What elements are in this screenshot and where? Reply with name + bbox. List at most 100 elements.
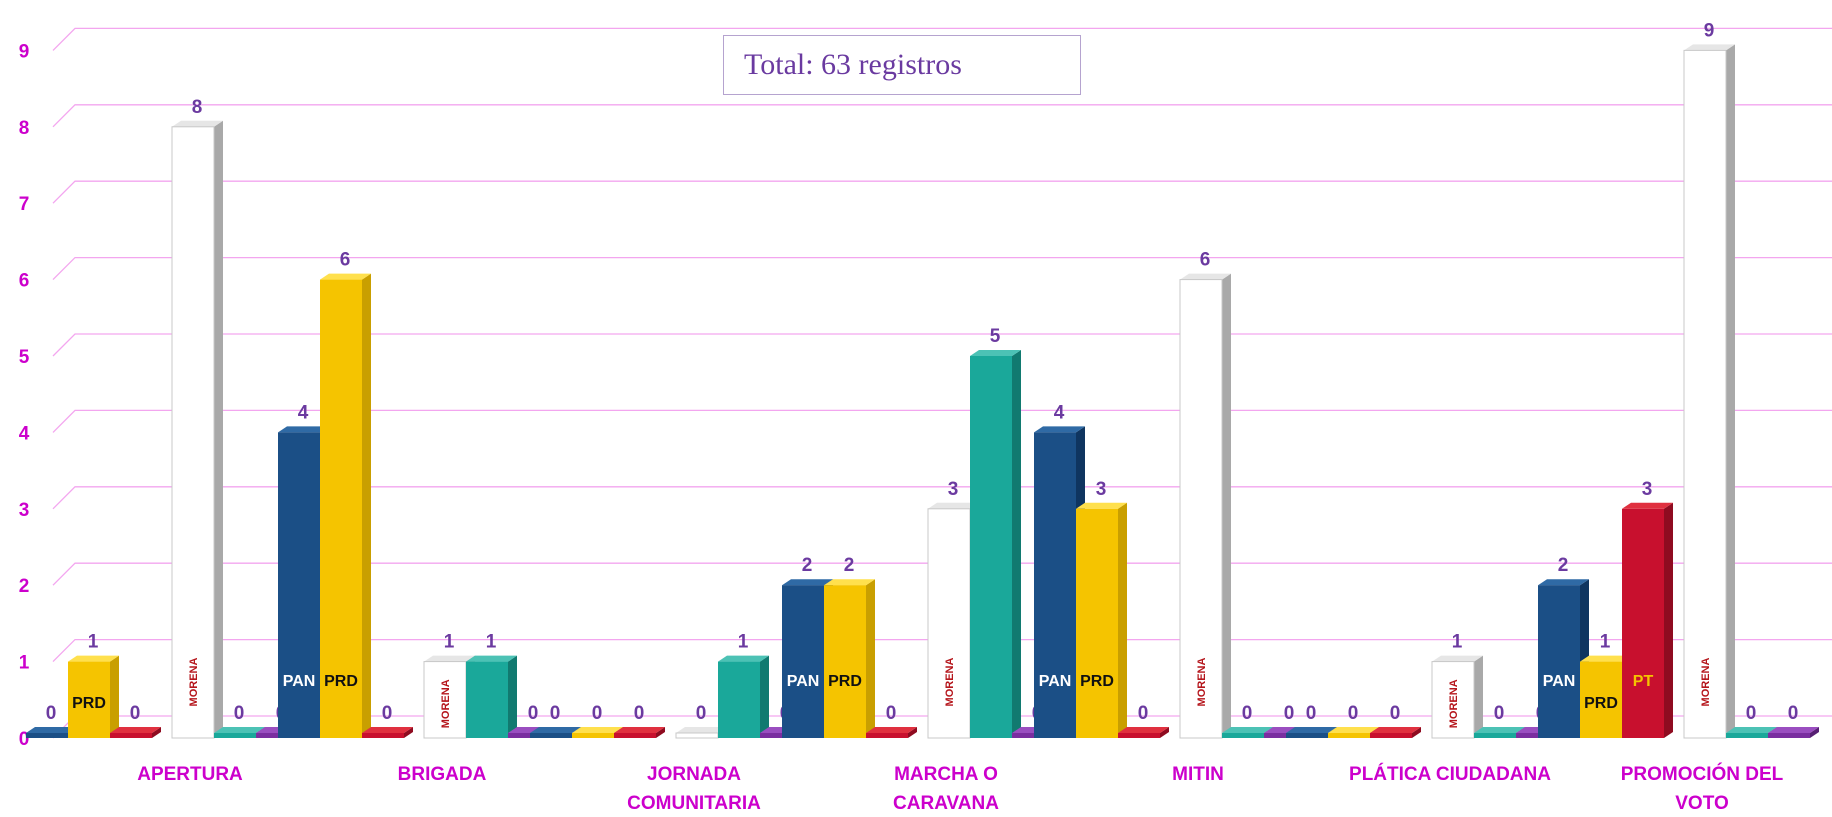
bar-side [1412,727,1421,738]
bar-front [824,585,866,738]
value-label: 9 [1704,20,1715,41]
bar-front [171,126,215,739]
bar-top [824,579,875,586]
value-label: 5 [990,326,1001,347]
y-tick-label: 5 [19,347,30,368]
bar-front [927,508,971,739]
bar: 1 [718,632,769,738]
y-tick-label: 7 [19,194,30,215]
category-label: MARCHA O [894,764,998,785]
y-tick-label: 4 [19,423,30,444]
party-logo-mark: MORENA [1448,679,1460,728]
bar-top [1118,727,1169,733]
bar-front [1328,733,1370,738]
y-tick-label: 8 [19,118,30,139]
category-label: CARAVANA [893,793,999,814]
category-label: PROMOCIÓN DEL [1621,763,1784,785]
bar-front [1622,508,1664,738]
party-logo-mark: MORENA [188,658,200,707]
bar: MORENA 8 [171,97,223,739]
value-label: 6 [340,250,351,271]
y-tick-label: 1 [19,653,30,674]
bar-top [1034,426,1085,433]
bar-side [1222,273,1231,738]
bar-top [970,350,1021,356]
bar-front [1431,661,1475,739]
bar-top [782,579,833,586]
bar: PRD 3 [1076,479,1127,738]
bar-top [530,727,581,733]
bar: 0 [614,703,665,738]
value-label: 0 [1242,703,1253,724]
bar-top [110,727,161,733]
bar-front [214,733,256,738]
category-label: BRIGADA [398,764,487,785]
value-label: 3 [1096,479,1107,500]
bar-top [1222,727,1273,733]
gridline [52,104,1832,128]
value-label: 0 [1348,703,1359,724]
bar-side [110,655,119,738]
bar-top [466,655,517,662]
bar-front [1076,508,1118,738]
value-label: 0 [886,703,897,724]
bar: 0 [1768,703,1819,738]
value-label: 1 [88,632,99,653]
bar: 0 [866,703,917,738]
gridline [52,409,1832,433]
bar-top [278,426,329,433]
gridlines [52,27,1832,739]
bar-front [1179,279,1223,739]
gridline [52,256,1832,281]
party-logo-mark: PRD [324,673,358,690]
value-label: 0 [592,703,603,724]
value-label: 4 [298,402,309,423]
value-label: 0 [1284,703,1295,724]
bar-front [362,733,404,738]
bar-front [1580,661,1622,738]
value-label: 0 [1390,703,1401,724]
bar: PRD 1 [68,632,119,738]
bar-front [760,733,802,738]
bar-top [928,502,979,509]
bar: PRD 6 [320,250,371,738]
bars: 0PRD10MORENA800PAN4PRD60MORENA110000010P… [26,20,1819,739]
bar-side [1160,727,1169,738]
bar-side [1012,350,1021,738]
y-tick-label: 9 [19,41,30,62]
bar-top [1474,727,1525,733]
value-label: 1 [738,632,749,653]
bar-top [320,273,371,280]
bar: PT 3 [1622,479,1673,738]
bar-front [1286,733,1328,738]
value-label: 6 [1200,250,1211,271]
bar-front [1538,585,1580,738]
bar-side [760,655,769,738]
bar-top [26,727,77,733]
value-label: 0 [1788,703,1799,724]
category-label: MITIN [1172,764,1224,785]
party-logo-mark: PRD [828,673,862,690]
bar-front [110,733,152,738]
bar-side [908,727,917,738]
bar-front [1264,733,1306,738]
bar-side [404,727,413,738]
value-label: 1 [1600,632,1611,653]
bar-front [278,432,320,738]
bar-top [1370,727,1421,733]
total-annotation: Total: 63 registros [744,48,962,81]
bar-front [26,733,68,738]
value-label: 0 [382,703,393,724]
bar-front [782,585,824,738]
value-label: 1 [486,632,497,653]
value-label: 4 [1054,402,1065,423]
category-label: PLÁTICA CIUDADANA [1349,763,1551,785]
category-label: APERTURA [137,764,243,785]
value-label: 3 [948,479,959,500]
category-label: COMUNITARIA [627,793,761,814]
value-label: 0 [1746,703,1757,724]
bar-front [1474,733,1516,738]
bar-top [614,727,665,733]
value-label: 8 [192,97,203,118]
bar-side [1664,502,1673,738]
